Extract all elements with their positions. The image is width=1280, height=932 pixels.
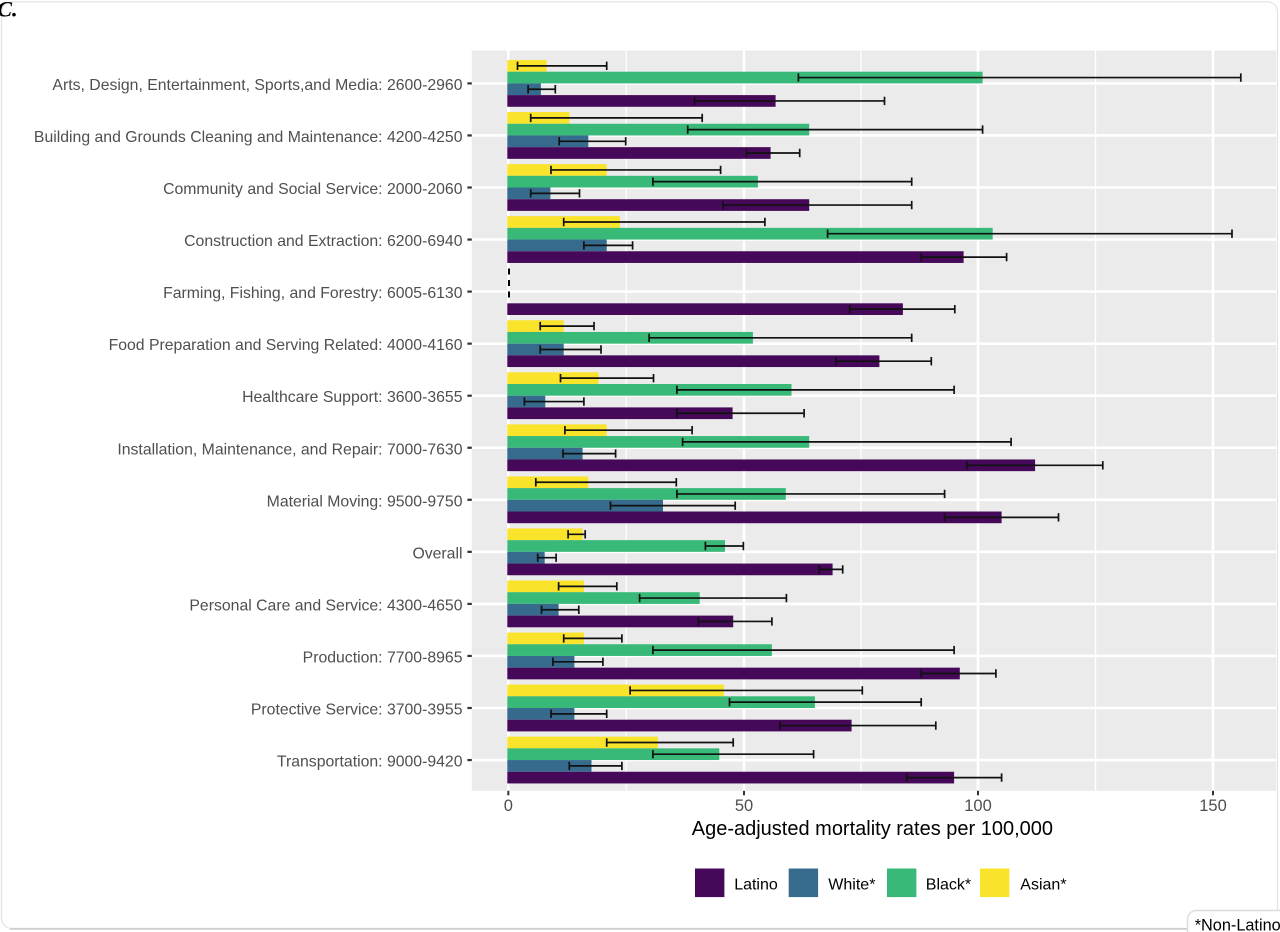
- svg-text:100: 100: [964, 797, 992, 815]
- svg-text:Production: 7700-8965: Production: 7700-8965: [303, 649, 463, 666]
- svg-text:Overall: Overall: [412, 545, 462, 562]
- svg-text:Arts, Design, Entertainment, S: Arts, Design, Entertainment, Sports,and …: [52, 77, 462, 94]
- svg-text:Protective Service: 3700-3955: Protective Service: 3700-3955: [251, 702, 463, 719]
- svg-text:Transportation: 9000-9420: Transportation: 9000-9420: [277, 754, 463, 771]
- svg-text:Personal Care and Service: 430: Personal Care and Service: 4300-4650: [189, 597, 462, 614]
- svg-text:Food Preparation and Serving R: Food Preparation and Serving Related: 40…: [109, 337, 463, 354]
- svg-text:0: 0: [504, 797, 513, 815]
- svg-text:Asian*: Asian*: [1020, 876, 1066, 893]
- svg-text:Material Moving: 9500-9750: Material Moving: 9500-9750: [267, 493, 463, 510]
- svg-text:150: 150: [1199, 797, 1227, 815]
- svg-text:Healthcare Support: 3600-3655: Healthcare Support: 3600-3655: [242, 389, 463, 406]
- svg-text:Black*: Black*: [926, 876, 971, 893]
- svg-text:*Non-Latino: *Non-Latino: [1195, 916, 1280, 932]
- svg-text:Age-adjusted mortality rates p: Age-adjusted mortality rates per 100,000: [692, 818, 1053, 840]
- svg-text:Installation, Maintenance, and: Installation, Maintenance, and Repair: 7…: [117, 441, 462, 458]
- svg-text:Construction and Extraction: 6: Construction and Extraction: 6200-6940: [184, 233, 463, 250]
- svg-text:50: 50: [735, 797, 753, 815]
- svg-text:C.: C.: [0, 0, 18, 22]
- svg-text:Community and Social Service:: Community and Social Service: 2000-2060: [163, 181, 463, 198]
- svg-text:White*: White*: [828, 876, 875, 893]
- svg-text:Building and Grounds Cleaning: Building and Grounds Cleaning and Mainte…: [34, 129, 463, 146]
- svg-text:Latino: Latino: [734, 876, 778, 893]
- svg-text:Farming, Fishing, and Forestry: Farming, Fishing, and Forestry: 6005-613…: [163, 285, 463, 302]
